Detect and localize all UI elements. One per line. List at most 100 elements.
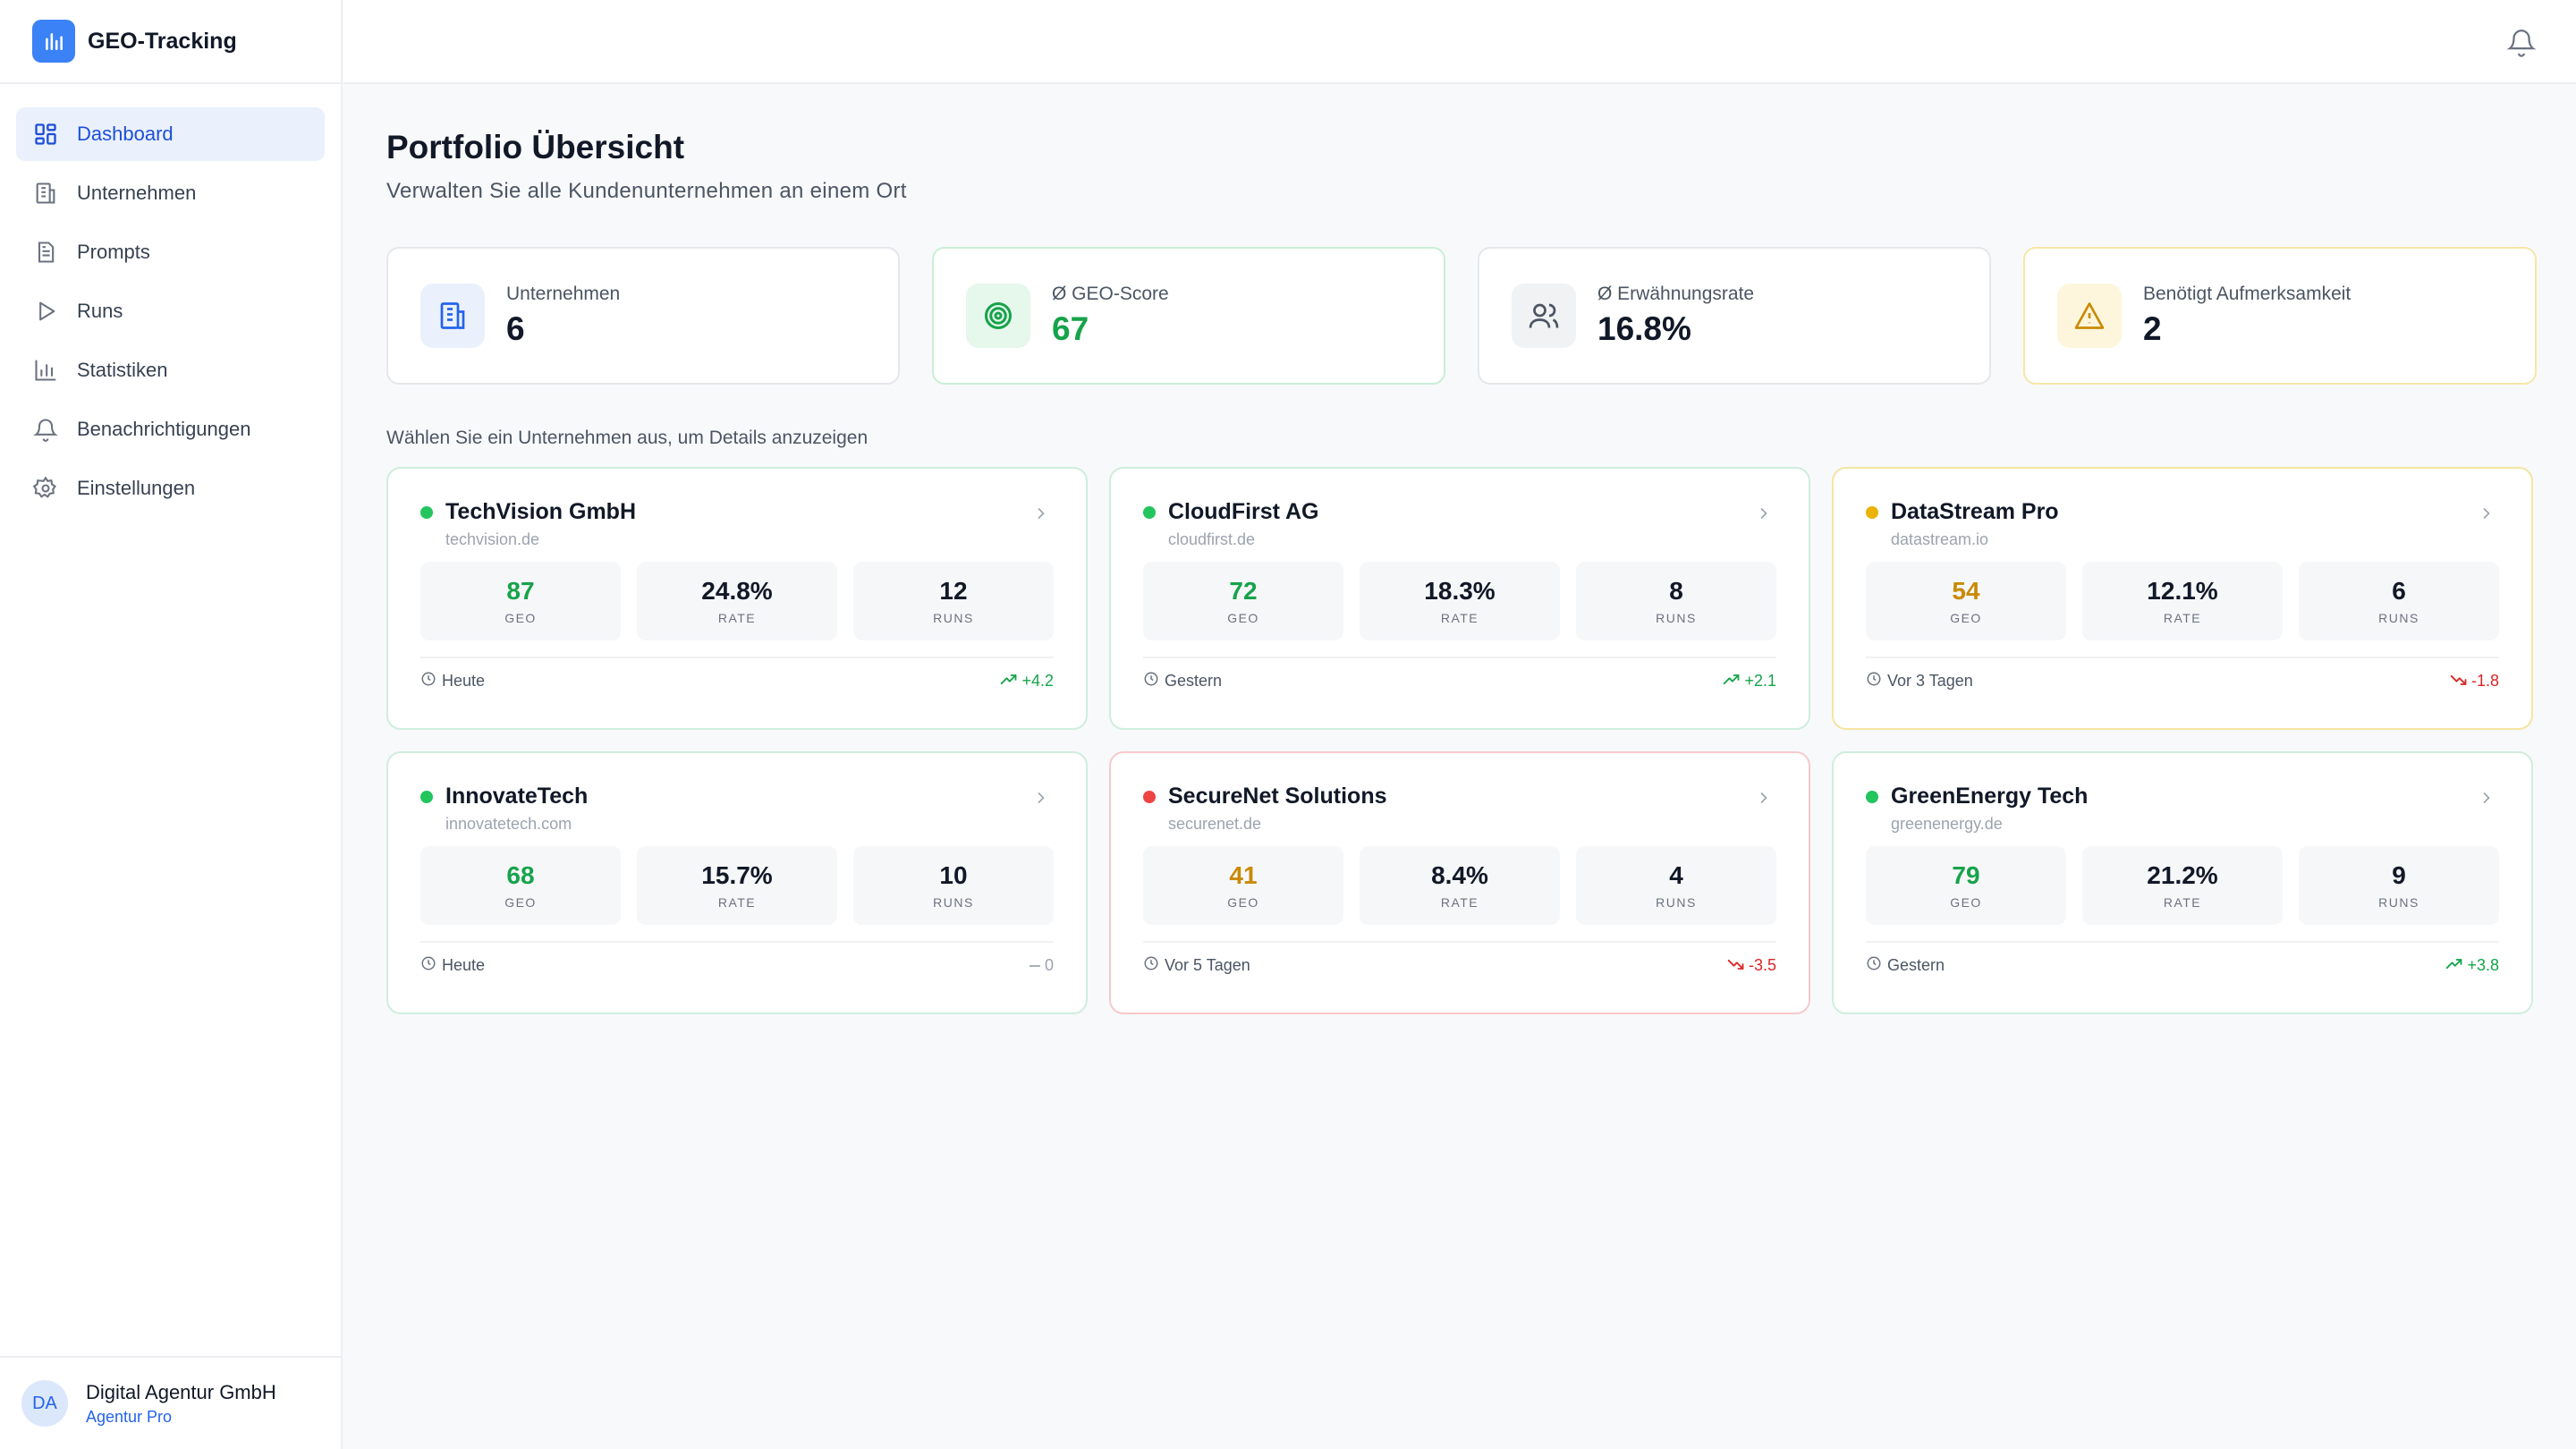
trending-up-icon — [2445, 956, 2467, 975]
metric-value: 12.1% — [2147, 577, 2218, 605]
trend-indicator: -3.5 — [1727, 956, 1776, 975]
company-domain: innovatetech.com — [445, 815, 572, 833]
target-icon — [966, 284, 1030, 348]
last-run: Vor 5 Tagen — [1165, 956, 1250, 974]
company-card-5[interactable]: GreenEnergy Tech greenenergy.de 79 GEO 2… — [1832, 751, 2533, 1014]
status-dot — [420, 790, 433, 803]
status-dot — [1866, 790, 1878, 803]
play-icon — [32, 298, 59, 325]
metric-geo: 68 GEO — [420, 846, 621, 925]
sidebar-item-prompts[interactable]: Prompts — [16, 225, 325, 279]
last-run: Heute — [442, 956, 486, 974]
app-title: GEO-Tracking — [88, 28, 237, 54]
brand[interactable]: GEO-Tracking — [0, 0, 341, 84]
company-name: CloudFirst AG — [1168, 499, 1319, 524]
account-panel[interactable]: DA Digital Agentur GmbH Agentur Pro — [0, 1356, 341, 1449]
users-icon — [1512, 284, 1576, 348]
metric-label: RATE — [2163, 895, 2202, 910]
company-card-1[interactable]: CloudFirst AG cloudfirst.de 72 GEO 18.3%… — [1109, 467, 1810, 730]
notification-bell-icon[interactable] — [2506, 27, 2537, 57]
trend-indicator: -1.8 — [2450, 672, 2499, 691]
company-domain: securenet.de — [1168, 815, 1262, 833]
status-dot — [420, 505, 433, 519]
sidebar-item-runs[interactable]: Runs — [16, 284, 325, 338]
company-card-2[interactable]: DataStream Pro datastream.io 54 GEO 12.1… — [1832, 467, 2533, 730]
chevron-right-icon — [1032, 789, 1050, 807]
metric-value: 4 — [1669, 861, 1683, 889]
metric-runs: 10 RUNS — [853, 846, 1054, 925]
metric-rate: 8.4% RATE — [1360, 846, 1560, 925]
building-icon — [420, 284, 485, 348]
sidebar-item-benachrichtigungen[interactable]: Benachrichtigungen — [16, 402, 325, 456]
metric-label: RATE — [1440, 611, 1479, 625]
metric-label: GEO — [504, 895, 537, 910]
metric-geo: 72 GEO — [1143, 562, 1343, 640]
chevron-right-icon — [1032, 504, 1050, 522]
sidebar-item-einstellungen[interactable]: Einstellungen — [16, 462, 325, 515]
metric-label: RUNS — [933, 895, 974, 910]
metric-geo: 41 GEO — [1143, 846, 1343, 925]
chevron-right-icon — [1755, 789, 1773, 807]
chart-logo-icon — [32, 20, 75, 63]
metric-value: 21.2% — [2147, 861, 2218, 889]
company-domain: techvision.de — [445, 530, 540, 548]
last-run: Vor 3 Tagen — [1887, 672, 1973, 690]
metric-label: GEO — [1950, 895, 1982, 910]
avatar: DA — [21, 1380, 68, 1427]
metric-value: 6 — [2392, 577, 2406, 605]
trend-value: 0 — [1044, 956, 1054, 974]
sidebar-item-dashboard[interactable]: Dashboard — [16, 107, 325, 161]
account-name: Digital Agentur GmbH — [86, 1380, 276, 1403]
metric-label: GEO — [1227, 611, 1259, 625]
metric-rate: 18.3% RATE — [1360, 562, 1560, 640]
metric-label: RATE — [717, 611, 757, 625]
trending-down-icon — [1727, 956, 1749, 975]
company-card-4[interactable]: SecureNet Solutions securenet.de 41 GEO … — [1109, 751, 1810, 1014]
metric-label: RUNS — [2378, 611, 2419, 625]
company-name: TechVision GmbH — [445, 499, 637, 524]
company-card-0[interactable]: TechVision GmbH techvision.de 87 GEO 24.… — [386, 467, 1088, 730]
metric-label: RUNS — [2378, 895, 2419, 910]
trend-indicator: +2.1 — [1723, 672, 1776, 691]
chevron-right-icon — [2478, 789, 2496, 807]
trending-down-icon — [2450, 672, 2471, 691]
metric-value: 18.3% — [1424, 577, 1496, 605]
main-content: Portfolio Übersicht Verwalten Sie alle K… — [386, 84, 2537, 1014]
page-title: Portfolio Übersicht — [386, 129, 685, 165]
metric-label: GEO — [504, 611, 537, 625]
sidebar-item-label: Benachrichtigungen — [77, 418, 251, 440]
metric-value: 12 — [939, 577, 968, 605]
company-name: GreenEnergy Tech — [1891, 784, 2089, 809]
stat-card-attention: Benötigt Aufmerksamkeit 2 — [2023, 247, 2537, 385]
last-run: Gestern — [1887, 956, 1945, 974]
account-plan: Agentur Pro — [86, 1407, 173, 1426]
metric-label: GEO — [1227, 895, 1259, 910]
metric-value: 8.4% — [1431, 861, 1488, 889]
chevron-right-icon — [1755, 504, 1773, 522]
metric-value: 9 — [2392, 861, 2406, 889]
sidebar-item-statistiken[interactable]: Statistiken — [16, 343, 325, 397]
sidebar: GEO-Tracking Dashboard Unternehmen — [0, 0, 343, 1449]
metric-geo: 87 GEO — [420, 562, 621, 640]
sidebar-item-unternehmen[interactable]: Unternehmen — [16, 166, 325, 220]
bell-icon — [32, 416, 59, 443]
company-name: DataStream Pro — [1891, 499, 2059, 524]
metric-value: 79 — [1952, 861, 1980, 889]
metric-value: 10 — [939, 861, 968, 889]
trending-up-icon — [1723, 672, 1744, 691]
status-dot — [1143, 505, 1156, 519]
sidebar-item-label: Unternehmen — [77, 182, 197, 204]
stat-card-companies: Unternehmen 6 — [386, 247, 900, 385]
dashboard-icon — [32, 121, 59, 148]
metric-runs: 8 RUNS — [1576, 562, 1776, 640]
metric-runs: 4 RUNS — [1576, 846, 1776, 925]
trend-value: +3.8 — [2467, 956, 2499, 974]
stat-value: 67 — [1052, 310, 1089, 347]
building-icon — [32, 180, 59, 207]
trend-value: -3.5 — [1748, 956, 1776, 974]
stat-card-mention-rate: Ø Erwähnungsrate 16.8% — [1478, 247, 1991, 385]
company-card-3[interactable]: InnovateTech innovatetech.com 68 GEO 15.… — [386, 751, 1088, 1014]
stat-label: Ø Erwähnungsrate — [1597, 284, 1755, 304]
sidebar-item-label: Prompts — [77, 241, 150, 263]
company-cards: TechVision GmbH techvision.de 87 GEO 24.… — [386, 467, 2533, 1014]
